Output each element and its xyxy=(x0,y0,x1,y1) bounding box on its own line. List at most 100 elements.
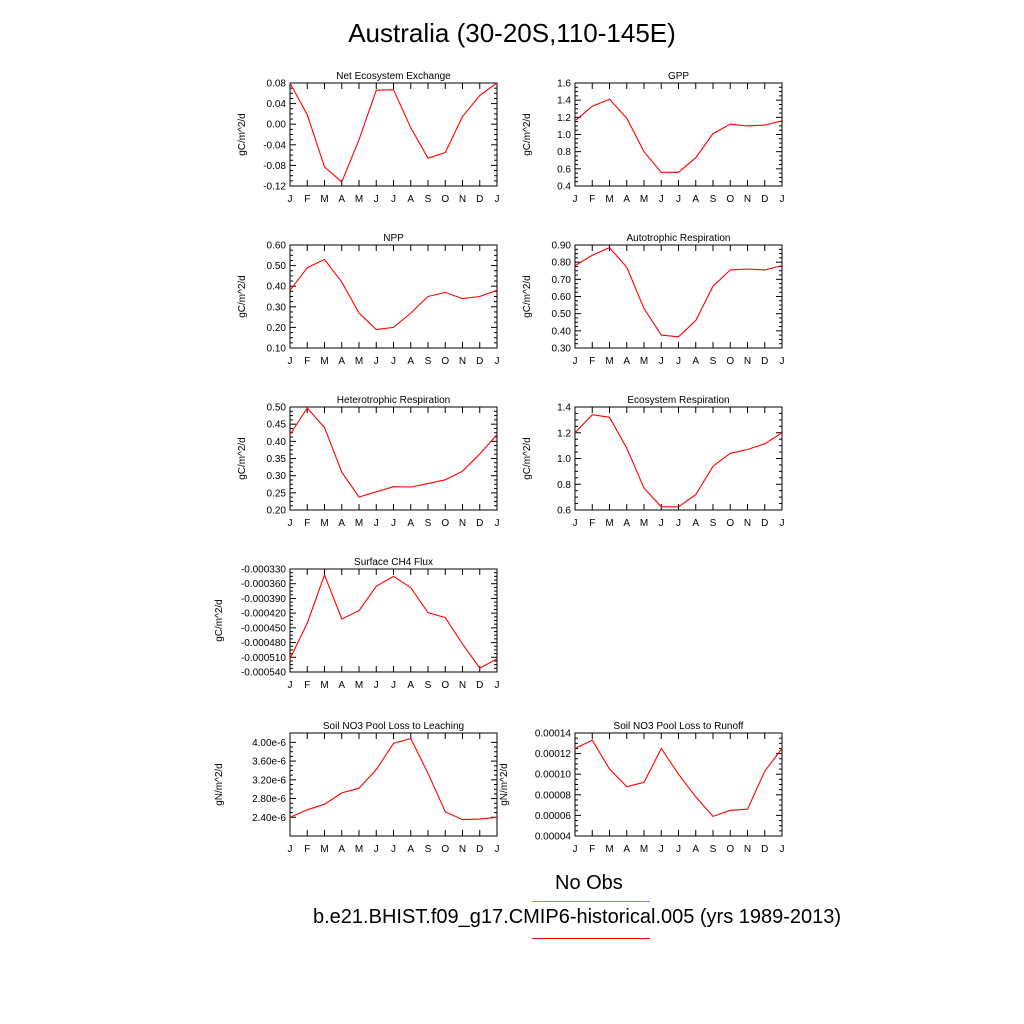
y-tick-label: 1.2 xyxy=(557,428,571,439)
y-tick-label: 3.60e-6 xyxy=(252,757,286,768)
x-tick-label: M xyxy=(640,356,648,367)
y-tick-label: 0.25 xyxy=(267,488,287,499)
x-tick-label: M xyxy=(320,844,328,855)
x-tick-label: J xyxy=(676,518,681,529)
x-tick-label: J xyxy=(288,680,293,691)
x-tick-label: N xyxy=(744,518,751,529)
y-tick-label: 1.0 xyxy=(557,130,571,141)
x-tick-label: J xyxy=(288,194,293,205)
x-tick-label: O xyxy=(441,194,449,205)
y-tick-label: -0.000450 xyxy=(241,623,286,634)
series-line xyxy=(574,98,783,173)
y-tick-label: 0.6 xyxy=(557,164,571,175)
x-tick-label: D xyxy=(761,356,768,367)
y-tick-label: 1.4 xyxy=(557,96,571,107)
y-tick-label: 1.2 xyxy=(557,113,571,124)
series-line xyxy=(574,739,783,818)
legend-model-line xyxy=(532,938,650,939)
x-tick-label: N xyxy=(459,844,466,855)
x-tick-label: N xyxy=(459,518,466,529)
x-tick-label: J xyxy=(659,194,664,205)
x-tick-label: A xyxy=(692,356,699,367)
x-tick-label: S xyxy=(710,844,717,855)
x-tick-label: A xyxy=(338,194,345,205)
y-tick-label: 0.45 xyxy=(267,420,287,431)
y-axis-label: gC/m^2/d xyxy=(522,437,533,480)
x-tick-label: D xyxy=(476,194,483,205)
y-tick-label: 0.00010 xyxy=(535,770,572,781)
y-tick-label: 0.40 xyxy=(267,437,287,448)
y-tick-label: -0.08 xyxy=(263,161,286,172)
y-tick-label: 0.40 xyxy=(267,282,287,293)
x-tick-label: A xyxy=(407,518,414,529)
y-axis-label: gC/m^2/d xyxy=(214,599,225,642)
x-tick-label: M xyxy=(355,844,363,855)
panel-title: NPP xyxy=(383,233,404,244)
x-tick-label: M xyxy=(355,680,363,691)
x-tick-label: J xyxy=(288,356,293,367)
x-tick-label: M xyxy=(605,844,613,855)
x-tick-label: N xyxy=(459,680,466,691)
x-tick-label: M xyxy=(640,194,648,205)
x-tick-label: S xyxy=(710,518,717,529)
y-tick-label: 0.04 xyxy=(267,99,287,110)
y-tick-label: 0.30 xyxy=(267,471,287,482)
plot-frame xyxy=(289,244,498,349)
x-tick-label: M xyxy=(605,356,613,367)
y-tick-label: -0.000420 xyxy=(241,609,286,620)
x-tick-label: J xyxy=(391,194,396,205)
x-tick-label: J xyxy=(374,356,379,367)
x-tick-label: J xyxy=(573,356,578,367)
x-tick-label: S xyxy=(425,356,432,367)
x-tick-label: O xyxy=(441,356,449,367)
y-tick-label: 0.8 xyxy=(557,147,571,158)
x-tick-label: J xyxy=(573,518,578,529)
x-tick-label: S xyxy=(425,194,432,205)
x-tick-label: D xyxy=(476,356,483,367)
y-axis-label: gC/m^2/d xyxy=(237,275,248,318)
x-tick-label: M xyxy=(605,194,613,205)
y-axis-label: gC/m^2/d xyxy=(237,437,248,480)
x-tick-label: F xyxy=(589,194,595,205)
y-tick-label: 3.20e-6 xyxy=(252,775,286,786)
x-tick-label: F xyxy=(304,844,310,855)
x-tick-label: O xyxy=(726,518,734,529)
x-tick-label: J xyxy=(780,194,785,205)
x-tick-label: J xyxy=(780,356,785,367)
x-tick-label: M xyxy=(605,518,613,529)
x-tick-label: J xyxy=(374,518,379,529)
x-tick-label: S xyxy=(710,194,717,205)
x-tick-label: J xyxy=(676,356,681,367)
chart-panel-3: Autotrophic Respiration gC/m^2/d 0.90 0.80 0… xyxy=(522,233,785,367)
plot-frame xyxy=(574,732,783,837)
y-tick-label: -0.04 xyxy=(263,140,286,151)
x-tick-label: N xyxy=(459,194,466,205)
x-tick-label: O xyxy=(726,194,734,205)
chart-panel-9: Soil NO3 Pool Loss to Runoff gN/m^2/d 0.00… xyxy=(499,721,785,855)
plot-frame xyxy=(574,82,783,187)
x-tick-label: O xyxy=(726,844,734,855)
series-line xyxy=(574,246,783,338)
y-tick-label: 0.4 xyxy=(557,182,571,193)
x-tick-label: J xyxy=(780,518,785,529)
y-tick-label: -0.000480 xyxy=(241,638,286,649)
y-tick-label: 2.80e-6 xyxy=(252,794,286,805)
y-axis-label: gC/m^2/d xyxy=(522,113,533,156)
plot-frame xyxy=(289,732,498,837)
chart-panel-4: Heterotrophic Respiration gC/m^2/d 0.50 0.4… xyxy=(237,395,500,529)
x-tick-label: J xyxy=(391,518,396,529)
x-tick-label: A xyxy=(692,844,699,855)
y-tick-label: 0.50 xyxy=(552,309,572,320)
y-tick-label: 0.30 xyxy=(552,344,572,355)
y-tick-label: 1.6 xyxy=(557,79,571,90)
x-tick-label: J xyxy=(288,518,293,529)
y-tick-label: 0.70 xyxy=(552,275,572,286)
series-line xyxy=(289,82,498,183)
x-tick-label: N xyxy=(744,844,751,855)
x-tick-label: D xyxy=(476,844,483,855)
x-tick-label: A xyxy=(338,518,345,529)
x-tick-label: J xyxy=(391,680,396,691)
x-tick-label: J xyxy=(495,356,500,367)
y-tick-label: 0.00008 xyxy=(535,790,572,801)
x-tick-label: S xyxy=(425,518,432,529)
